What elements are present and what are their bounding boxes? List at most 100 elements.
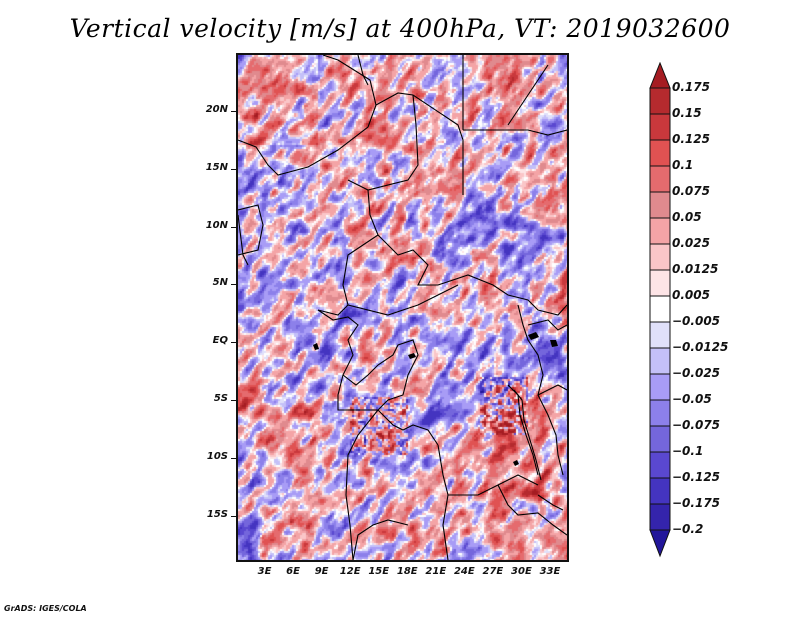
y-tick-label: 10N	[205, 219, 228, 231]
border-line	[437, 444, 539, 496]
y-tick-label: 15N	[205, 161, 228, 173]
y-tick-label: 5S	[213, 393, 228, 405]
border-line	[322, 55, 377, 106]
colorbar-label: 0.005	[672, 288, 710, 302]
x-tick-label: 15E	[368, 566, 390, 577]
border-line	[507, 384, 539, 476]
vertical-velocity-field	[238, 55, 567, 560]
lake-outline	[550, 340, 558, 347]
y-tick-label: 15S	[206, 508, 228, 520]
border-line	[497, 484, 567, 536]
x-tick-label: 30E	[511, 566, 532, 577]
colorbar-label: 0.175	[672, 80, 710, 94]
border-line	[442, 494, 449, 560]
colorbar-swatch	[649, 165, 671, 193]
border-line	[238, 92, 464, 195]
border-line	[537, 494, 564, 511]
y-tick-label: EQ	[212, 335, 228, 347]
colorbar-label: 0.05	[672, 210, 702, 224]
colorbar-swatch	[649, 191, 671, 219]
y-tick	[231, 284, 236, 286]
border-line	[345, 409, 379, 560]
x-tick-label: 9E	[314, 566, 329, 577]
colorbar-label: 0.075	[672, 184, 710, 198]
colorbar-swatch	[649, 451, 671, 479]
colorbar-label: −0.025	[672, 366, 721, 380]
x-tick-label: 24E	[453, 566, 475, 577]
x-tick-label: 33E	[539, 566, 561, 577]
border-line	[317, 309, 359, 376]
colorbar-bottom-arrow	[649, 529, 671, 558]
y-tick	[231, 168, 236, 170]
border-line	[347, 284, 459, 316]
x-tick-label: 12E	[339, 566, 361, 577]
colorbar-label: 0.1	[672, 158, 694, 172]
border-line	[463, 129, 567, 136]
lake-outline	[513, 460, 519, 466]
colorbar-swatch	[649, 399, 671, 427]
colorbar-label: 0.15	[672, 106, 702, 120]
y-tick-label: 5N	[212, 277, 228, 289]
border-line	[507, 64, 549, 126]
x-tick-label: 3E	[257, 566, 272, 577]
colorbar-swatch	[649, 243, 671, 271]
y-tick	[231, 515, 236, 517]
colorbar-swatch	[649, 295, 671, 323]
border-line	[527, 319, 567, 331]
lake-outline	[528, 332, 539, 340]
colorbar-top-arrow	[649, 61, 671, 89]
border-line	[317, 189, 379, 316]
border-line	[352, 519, 409, 560]
colorbar-label: −0.0125	[672, 340, 729, 354]
colorbar-label: 0.0125	[672, 262, 719, 276]
colorbar-swatch	[649, 113, 671, 141]
colorbar-swatch	[649, 269, 671, 297]
colorbar-label: −0.2	[672, 522, 704, 536]
colorbar	[649, 61, 671, 566]
y-tick	[231, 342, 236, 344]
border-line	[357, 55, 369, 86]
colorbar-swatch	[649, 477, 671, 505]
colorbar-swatch	[649, 217, 671, 245]
border-line	[337, 374, 439, 446]
lake-outline	[313, 343, 319, 350]
colorbar-swatch	[649, 425, 671, 453]
colorbar-label: −0.075	[672, 418, 721, 432]
colorbar-swatch	[649, 321, 671, 349]
y-tick-label: 10S	[206, 450, 228, 462]
border-line	[347, 94, 419, 191]
lake-outline	[408, 353, 416, 359]
colorbar-swatch	[649, 139, 671, 167]
border-line	[342, 339, 419, 411]
y-tick-label: 20N	[205, 103, 228, 115]
x-tick-label: 18E	[396, 566, 418, 577]
colorbar-label: −0.175	[672, 496, 721, 510]
chart-title: Vertical velocity [m/s] at 400hPa, VT: 2…	[69, 14, 731, 43]
colorbar-swatch	[649, 347, 671, 375]
colorbar-swatch	[649, 503, 671, 531]
map-panel	[236, 53, 569, 562]
grads-credit: GrADS: IGES/COLA	[4, 604, 87, 613]
colorbar-swatch	[649, 87, 671, 115]
colorbar-label: −0.125	[672, 470, 721, 484]
y-tick	[231, 226, 236, 228]
x-tick-label: 21E	[425, 566, 447, 577]
colorbar-label: 0.125	[672, 132, 710, 146]
border-line	[537, 384, 567, 396]
colorbar-label: −0.005	[672, 314, 721, 328]
colorbar-label: −0.1	[672, 444, 704, 458]
border-line	[238, 214, 249, 266]
y-tick	[231, 457, 236, 459]
colorbar-bar	[649, 61, 671, 558]
colorbar-label: −0.05	[672, 392, 712, 406]
border-line	[517, 304, 564, 476]
x-tick-label: 6E	[286, 566, 300, 577]
x-tick-label: 27E	[482, 566, 504, 577]
colorbar-label: 0.025	[672, 236, 710, 250]
border-line	[238, 204, 264, 256]
border-line	[513, 389, 542, 481]
y-tick	[231, 110, 236, 112]
border-line	[377, 234, 567, 316]
y-tick	[231, 400, 236, 402]
country-borders	[238, 55, 567, 560]
